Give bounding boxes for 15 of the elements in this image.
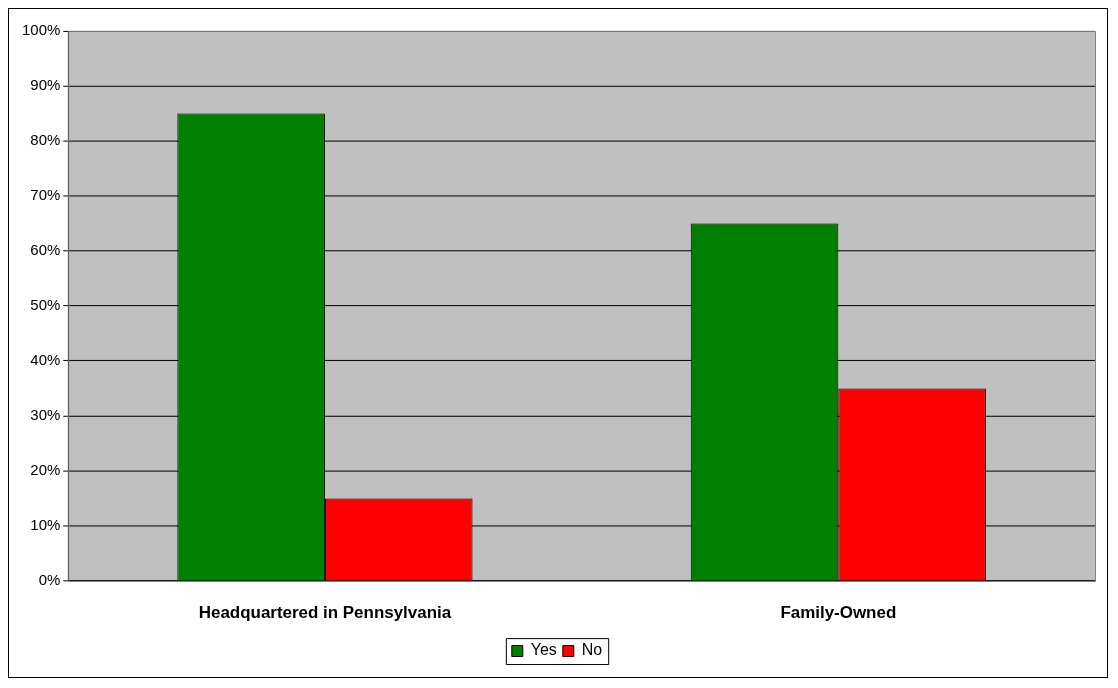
y-tick-label: 60%	[30, 241, 61, 259]
y-tick-label: 40%	[30, 351, 61, 369]
y-tick-label: 20%	[30, 461, 61, 479]
x-tick-label: Headquartered in Pennsylvania	[198, 602, 452, 622]
x-tick-label: Family-Owned	[780, 602, 897, 622]
y-tick-label: 90%	[30, 76, 61, 94]
y-tick-label: 0%	[38, 571, 61, 589]
legend-label: Yes	[530, 641, 557, 659]
y-tick-label: 50%	[30, 296, 61, 314]
y-tick-label: 30%	[30, 406, 61, 424]
y-tick-label: 100%	[22, 21, 61, 39]
y-tick-label: 10%	[30, 516, 61, 534]
y-tick-label: 70%	[30, 186, 61, 204]
y-tick-label: 80%	[30, 131, 61, 149]
legend-label: No	[581, 641, 603, 659]
